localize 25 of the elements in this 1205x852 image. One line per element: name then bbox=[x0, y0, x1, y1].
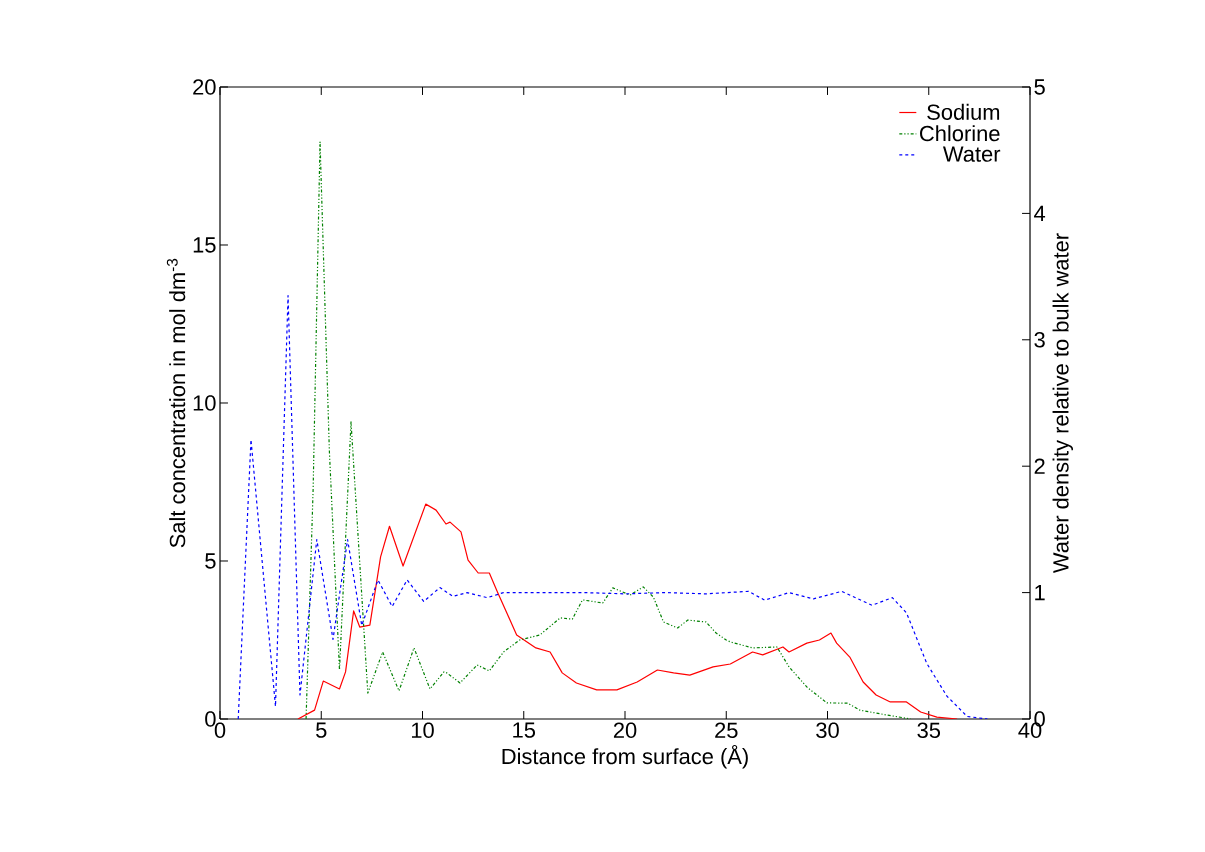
y2-tick-label: 5 bbox=[1034, 79, 1045, 95]
y2-tick-label: 1 bbox=[1035, 585, 1045, 601]
y-tick-label: 10 bbox=[193, 395, 216, 411]
line-series bbox=[305, 141, 912, 719]
y2-tick-label: 3 bbox=[1034, 332, 1045, 348]
x-tick-label: 35 bbox=[917, 722, 941, 739]
legend-label: Water bbox=[942, 146, 1001, 162]
x-tick-label: 25 bbox=[715, 722, 738, 739]
y2-axis-title: Water density relative to bulk water bbox=[1052, 233, 1073, 574]
y-tick-label: 20 bbox=[193, 79, 216, 95]
legend-label: Chlorine bbox=[920, 125, 1000, 142]
x-tick-label: 30 bbox=[816, 722, 839, 739]
y-axis-title: Salt concentration in mol dm$^{-3}$ bbox=[166, 258, 186, 548]
y2-tick-label: 4 bbox=[1034, 205, 1046, 221]
x-tick-label: 10 bbox=[411, 722, 434, 739]
y-tick-label: 0 bbox=[205, 711, 216, 727]
y-tick-label: 5 bbox=[205, 553, 216, 569]
x-axis-title: Distance from surface (Å) bbox=[502, 744, 748, 769]
y-tick-label: 15 bbox=[193, 237, 216, 253]
x-tick-label: 20 bbox=[613, 722, 637, 739]
y2-tick-label: 2 bbox=[1034, 458, 1045, 474]
x-tick-label: 5 bbox=[316, 722, 327, 738]
x-tick-label: 15 bbox=[513, 722, 536, 738]
legend-label: Sodium bbox=[927, 103, 1000, 120]
line-series bbox=[297, 503, 958, 719]
